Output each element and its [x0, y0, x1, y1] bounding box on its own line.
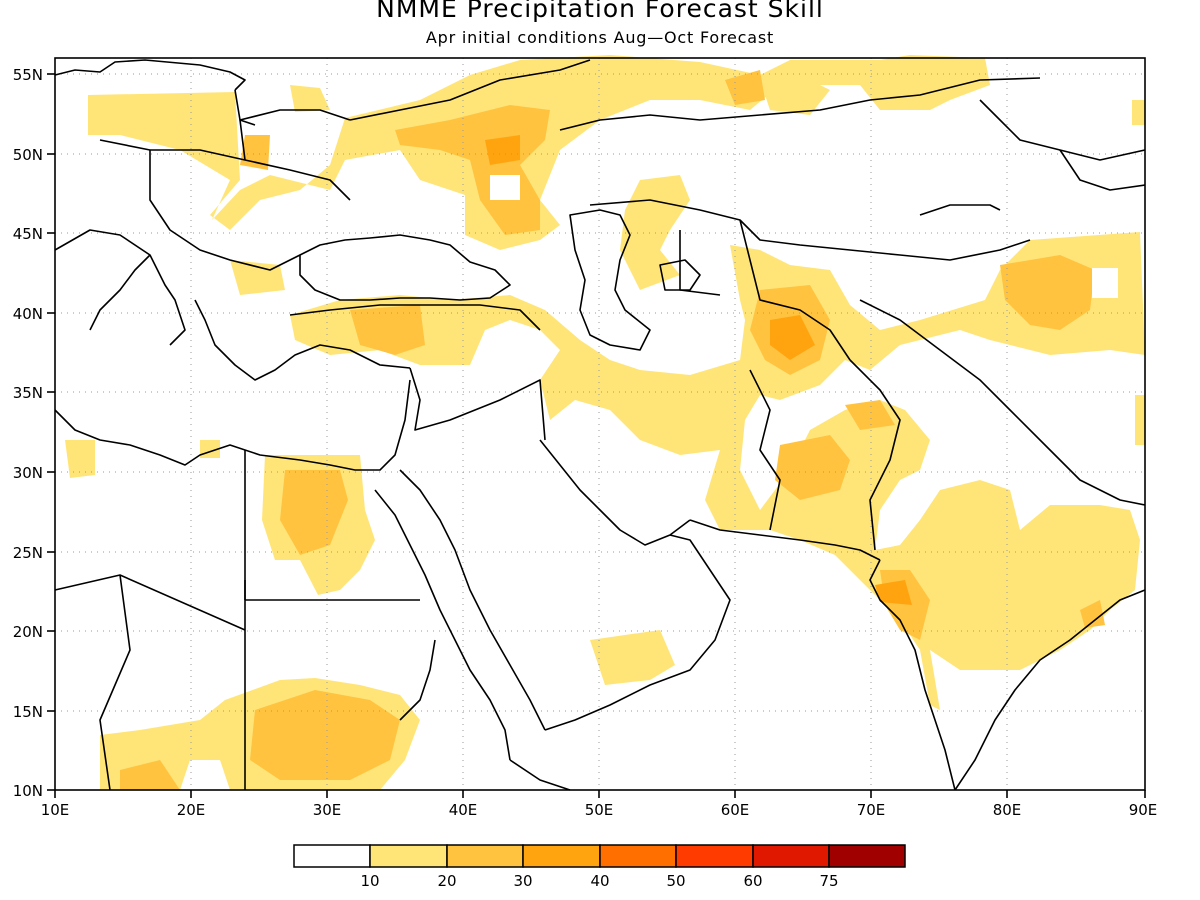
tick-marks — [47, 73, 1146, 798]
y-tick-label: 55N — [13, 66, 43, 84]
coastlines — [54, 59, 1146, 791]
x-tick-labels: 10E 20E 30E 40E 50E 60E 70E 80E 90E — [41, 801, 1158, 819]
color-legend: 10 20 30 40 50 60 75 — [293, 844, 906, 890]
legend-swatch — [675, 844, 754, 868]
chart-subtitle: Apr initial conditions Aug—Oct Forecast — [425, 28, 775, 47]
chart-title: NMME Precipitation Forecast Skill — [376, 0, 824, 23]
graticule — [55, 58, 1145, 790]
x-tick-label: 30E — [313, 801, 342, 819]
x-tick-label: 80E — [993, 801, 1022, 819]
y-tick-labels: 55N 50N 45N 40N 35N 30N 25N 20N 15N 10N — [13, 66, 43, 800]
y-tick-label: 45N — [13, 225, 43, 243]
legend-label: 30 — [513, 872, 532, 890]
legend-label: 75 — [819, 872, 838, 890]
legend-swatch — [752, 844, 830, 868]
legend-swatch — [522, 844, 601, 868]
x-tick-label: 90E — [1129, 801, 1158, 819]
legend-swatch — [599, 844, 677, 868]
y-tick-label: 10N — [13, 782, 43, 800]
y-tick-label: 35N — [13, 384, 43, 402]
legend-label: 10 — [360, 872, 379, 890]
x-tick-label: 10E — [41, 801, 70, 819]
legend-label: 40 — [590, 872, 609, 890]
y-tick-label: 25N — [13, 544, 43, 562]
y-tick-label: 40N — [13, 305, 43, 323]
x-tick-label: 20E — [177, 801, 206, 819]
legend-swatch — [828, 844, 906, 868]
legend-label: 60 — [743, 872, 762, 890]
legend-swatch — [293, 844, 371, 868]
y-tick-label: 20N — [13, 623, 43, 641]
y-tick-label: 15N — [13, 703, 43, 721]
x-tick-label: 40E — [449, 801, 478, 819]
x-tick-label: 50E — [585, 801, 614, 819]
x-tick-label: 60E — [721, 801, 750, 819]
y-tick-label: 30N — [13, 464, 43, 482]
legend-swatch — [369, 844, 448, 868]
legend-swatch — [446, 844, 524, 868]
map-frame — [54, 57, 1146, 791]
skill-shading — [65, 55, 1145, 790]
legend-label: 20 — [437, 872, 456, 890]
legend-label: 50 — [666, 872, 685, 890]
y-tick-label: 50N — [13, 146, 43, 164]
x-tick-label: 70E — [857, 801, 886, 819]
